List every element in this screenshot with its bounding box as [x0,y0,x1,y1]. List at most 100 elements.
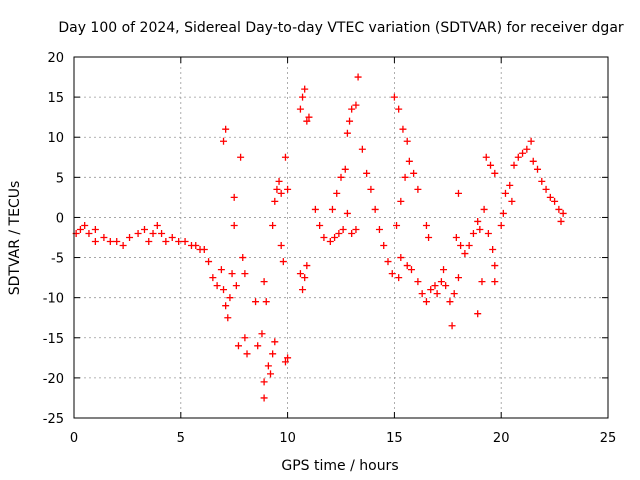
data-point [474,310,482,318]
data-point [433,290,441,298]
data-point [281,153,289,161]
data-point [442,282,450,290]
data-point [346,117,354,125]
data-point [354,73,362,81]
data-point [538,177,546,185]
data-point [299,286,307,294]
data-point [271,338,279,346]
series-hours-15-17 [390,93,445,306]
data-point [343,129,351,137]
data-point [234,342,242,350]
data-point [425,234,433,241]
data-point [76,225,84,233]
plot-frame [73,56,609,419]
data-point [224,314,232,322]
data-point [311,205,319,213]
data-point [367,185,375,193]
data-point [397,197,405,205]
data-point [450,290,458,298]
data-point [328,205,336,213]
data-point [303,117,311,125]
chart-title: Day 100 of 2024, Sidereal Day-to-day VTE… [58,20,624,36]
data-point [271,197,279,205]
axis-ticks: 0 5 10 15 20 25 -25 -20 -15 -10 -5 0 5 10 15 20 [43,51,617,446]
y-tick-label: 5 [56,171,64,186]
data-point [499,209,507,217]
data-point [158,229,166,237]
data-point [232,282,240,290]
data-point [209,274,217,282]
data-point [542,185,550,193]
data-point [454,189,462,197]
data-point [254,342,262,350]
data-point [371,205,379,213]
data-point [484,229,492,237]
data-point [316,221,324,229]
data-point [264,362,272,370]
data-point [213,282,221,290]
data-point [559,209,567,217]
data-point [348,229,356,237]
data-point [491,169,499,177]
data-point [557,217,565,225]
data-point [380,242,388,250]
data-point [410,169,418,177]
data-point [551,197,559,205]
data-point [390,93,398,101]
data-point [414,185,422,193]
data-point [284,185,292,193]
data-point [222,302,230,310]
data-point [168,234,176,241]
data-point [260,378,268,386]
data-point [403,262,411,270]
data-point [145,238,153,246]
y-tick-label: 10 [47,131,64,146]
x-tick-label: 0 [70,431,78,446]
data-point [85,229,93,237]
data-point [401,173,409,181]
data-point [363,169,371,177]
data-point [480,205,488,213]
data-point [237,153,245,161]
data-point [431,282,439,290]
data-point [277,242,285,250]
data-point [508,197,516,205]
data-point [375,225,383,233]
y-axis-label: SDTVAR / TECUs [7,181,23,296]
data-point [217,266,225,274]
x-tick-label: 5 [177,431,185,446]
data-point [220,137,228,145]
data-point [352,101,360,109]
data-point [326,238,334,246]
data-point [448,322,456,330]
data-point [510,161,518,169]
data-point [113,238,121,246]
data-point [267,370,275,378]
data-point [258,330,266,338]
y-tick-label: -10 [43,292,64,307]
data-point [241,270,249,278]
data-point [241,334,249,342]
data-point [395,105,403,113]
series-hours-20-23 [497,137,567,229]
data-point [337,173,345,181]
data-point [476,225,484,233]
x-tick-label: 15 [386,431,403,446]
data-point [487,161,495,169]
data-point [230,221,238,229]
x-tick-label: 10 [279,431,296,446]
data-point [228,270,236,278]
data-point [352,225,360,233]
data-point [403,137,411,145]
data-point [478,278,486,286]
grid-lines [74,57,608,418]
data-point [262,298,270,306]
data-point [339,225,347,233]
y-tick-label: 0 [56,211,64,226]
data-point [162,238,170,246]
data-point [437,278,445,286]
data-point [393,221,401,229]
data-point [126,234,134,241]
data-point [222,125,230,133]
